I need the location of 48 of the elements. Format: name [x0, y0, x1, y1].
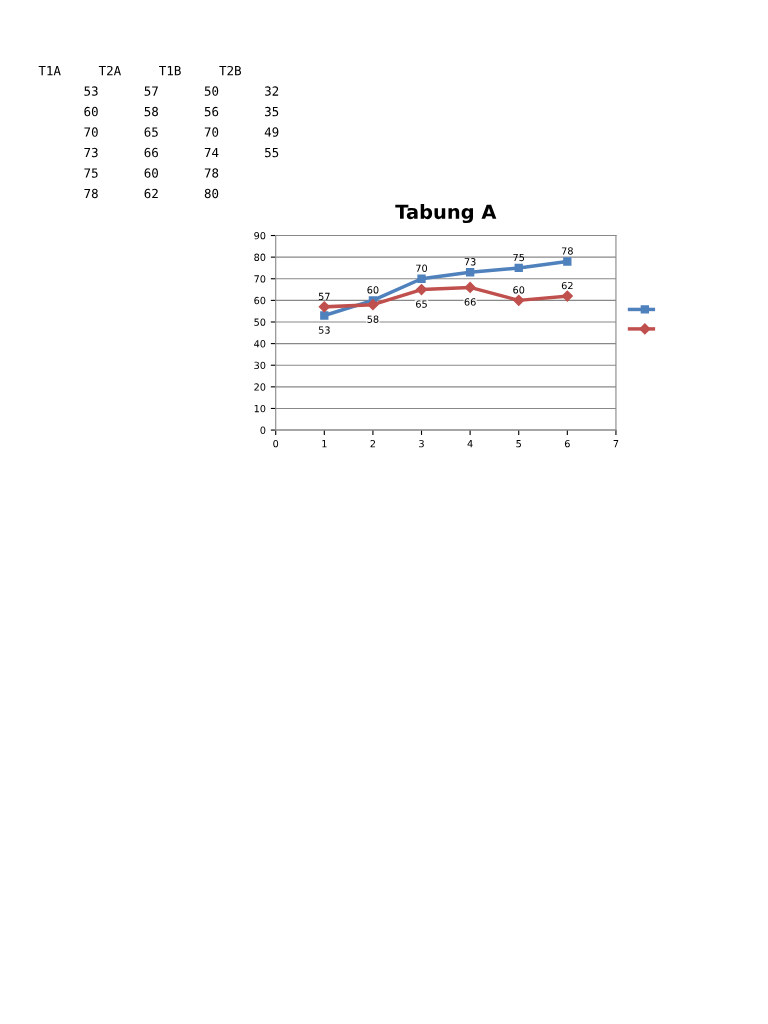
- y-tick-label: 90: [254, 232, 266, 240]
- data-label: 60: [513, 286, 525, 294]
- point: [320, 311, 329, 320]
- x-tick-label: 0: [273, 439, 279, 448]
- data-label: 65: [416, 300, 427, 308]
- y-tick-label: 10: [254, 404, 266, 413]
- text: 53 57 50 32: [84, 86, 279, 96]
- data-label: 78: [561, 247, 573, 255]
- text: 60 58 56 35: [84, 106, 279, 117]
- y-tick-label: 60: [254, 296, 266, 305]
- text: 75 60 78: [84, 168, 219, 178]
- data-label: 73: [464, 258, 476, 266]
- x-tick-label: 5: [516, 440, 521, 448]
- point: [513, 294, 525, 306]
- point: [561, 290, 573, 302]
- y-tick-label: 70: [254, 275, 266, 283]
- data-label: 75: [513, 253, 525, 262]
- text: 78 62 80: [84, 188, 219, 199]
- point: [514, 263, 523, 273]
- point: [417, 274, 426, 283]
- text: T1A T2A T1B T2B: [38, 65, 242, 76]
- x-tick-label: 7: [613, 440, 619, 448]
- data-label: 62: [561, 281, 573, 290]
- y-tick-label: 40: [254, 340, 266, 348]
- point: [563, 257, 572, 266]
- y-tick-label: 30: [254, 361, 266, 370]
- y-tick-label: 0: [260, 426, 266, 434]
- y-tick-label: 20: [254, 383, 266, 391]
- x-tick-label: 6: [564, 439, 570, 448]
- y-tick-label: 80: [254, 253, 266, 261]
- data-label: 53: [318, 326, 330, 334]
- data-label: 70: [416, 264, 428, 272]
- point: [367, 299, 379, 311]
- data-label: 66: [464, 298, 476, 306]
- data-label: 57: [318, 292, 330, 301]
- chart-title: Tabung A: [395, 204, 497, 224]
- y-tick-label: 50: [254, 318, 266, 326]
- text: 73 66 74 55: [84, 147, 279, 158]
- x-tick-label: 4: [467, 440, 473, 448]
- x-tick-label: 1: [322, 440, 327, 448]
- data-label: 58: [367, 315, 379, 323]
- text: 70 65 70 49: [84, 127, 279, 137]
- data-label: 60: [367, 286, 379, 294]
- point: [318, 301, 330, 313]
- point: [464, 281, 476, 294]
- point: [465, 268, 475, 277]
- x-tick-label: 3: [419, 439, 424, 448]
- x-tick-label: 2: [370, 439, 376, 448]
